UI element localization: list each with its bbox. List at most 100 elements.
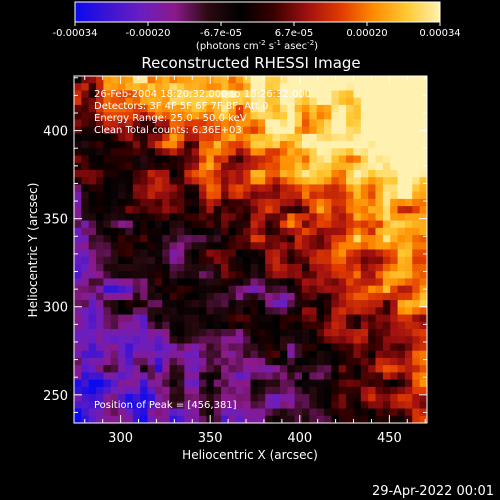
heatmap-cell xyxy=(206,329,215,337)
heatmap-cell xyxy=(243,249,252,258)
heatmap-cell xyxy=(221,350,230,359)
heatmap-cell xyxy=(81,285,90,294)
heatmap-cell xyxy=(279,213,288,222)
heatmap-cell xyxy=(118,242,127,251)
heatmap-cell xyxy=(397,329,406,337)
heatmap-cell xyxy=(184,90,193,99)
heatmap-cell xyxy=(96,184,105,193)
heatmap-cell xyxy=(96,213,105,222)
heatmap-cell xyxy=(250,133,259,142)
heatmap-cell xyxy=(324,394,332,402)
heatmap-cell xyxy=(81,321,90,330)
heatmap-cell xyxy=(88,206,97,214)
heatmap-cell xyxy=(375,408,384,417)
heatmap-cell xyxy=(228,379,237,388)
heatmap-cell xyxy=(346,386,355,395)
heatmap-cell xyxy=(110,343,119,352)
heatmap-cell xyxy=(132,235,141,243)
heatmap-cell xyxy=(81,90,90,99)
heatmap-cell xyxy=(390,285,399,294)
heatmap-cell xyxy=(81,104,90,113)
heatmap-cell xyxy=(324,206,332,214)
heatmap-cell xyxy=(228,198,237,207)
heatmap-cell xyxy=(176,415,185,423)
heatmap-cell xyxy=(88,357,97,366)
heatmap-cell xyxy=(125,104,134,113)
heatmap-cell xyxy=(331,112,340,120)
heatmap-cell xyxy=(309,235,318,243)
heatmap-cell xyxy=(331,329,340,337)
heatmap-cell xyxy=(81,394,90,402)
heatmap-cell xyxy=(294,292,303,301)
heatmap-cell xyxy=(375,321,384,330)
heatmap-cell xyxy=(125,227,134,236)
heatmap-cell xyxy=(154,336,163,345)
heatmap-cell xyxy=(412,256,421,265)
x-tick-label: 400 xyxy=(287,431,312,446)
heatmap-cell xyxy=(191,191,200,200)
heatmap-cell xyxy=(265,97,274,106)
heatmap-cell xyxy=(309,169,318,178)
heatmap-cell xyxy=(257,184,266,193)
heatmap-cell xyxy=(191,148,200,157)
heatmap-cell xyxy=(154,314,163,323)
heatmap-cell xyxy=(206,256,215,265)
heatmap-cell xyxy=(74,155,82,164)
heatmap-cell xyxy=(243,357,252,366)
heatmap-cell xyxy=(316,177,325,186)
heatmap-cell xyxy=(235,263,244,272)
heatmap-cell xyxy=(346,379,355,388)
heatmap-cell xyxy=(228,126,237,135)
heatmap-cell xyxy=(419,350,427,359)
heatmap-cell xyxy=(162,314,171,323)
heatmap-cell xyxy=(279,300,288,308)
heatmap-cell xyxy=(243,198,252,207)
heatmap-cell xyxy=(331,104,340,113)
heatmap-cell xyxy=(338,292,347,301)
heatmap-cell xyxy=(191,169,200,178)
heatmap-cell xyxy=(338,415,347,423)
heatmap-cell xyxy=(309,97,318,106)
heatmap-cell xyxy=(154,112,163,120)
heatmap-cell xyxy=(206,112,215,120)
heatmap-cell xyxy=(221,242,230,251)
heatmap-cell xyxy=(272,112,281,120)
heatmap-cell xyxy=(213,292,222,301)
heatmap-cell xyxy=(125,386,134,395)
heatmap-cell xyxy=(360,271,369,280)
heatmap-cell xyxy=(412,314,421,323)
heatmap-cell xyxy=(412,169,421,178)
heatmap-cell xyxy=(147,133,156,142)
heatmap-cell xyxy=(132,292,141,301)
heatmap-cell xyxy=(265,104,274,113)
heatmap-cell xyxy=(368,292,377,301)
heatmap-cell xyxy=(221,112,230,120)
heatmap-cell xyxy=(419,227,427,236)
heatmap-cell xyxy=(250,343,259,352)
heatmap-cell xyxy=(257,292,266,301)
heatmap-cell xyxy=(250,249,259,258)
heatmap-cell xyxy=(125,357,134,366)
heatmap-cell xyxy=(132,285,141,294)
heatmap-cell xyxy=(221,235,230,243)
heatmap-cell xyxy=(324,401,332,410)
heatmap-cell xyxy=(316,343,325,352)
heatmap-cell xyxy=(96,227,105,236)
heatmap-cell xyxy=(228,350,237,359)
heatmap-cell xyxy=(360,235,369,243)
heatmap-cell xyxy=(184,314,193,323)
heatmap-cell xyxy=(272,278,281,287)
heatmap-cell xyxy=(125,126,134,135)
heatmap-cell xyxy=(265,357,274,366)
heatmap-cell xyxy=(360,350,369,359)
heatmap-cell xyxy=(382,177,391,186)
heatmap-cell xyxy=(118,372,127,381)
heatmap-cell xyxy=(301,365,310,373)
heatmap-cell xyxy=(228,184,237,193)
heatmap-cell xyxy=(103,263,112,272)
heatmap-cell xyxy=(382,379,391,388)
heatmap-cell xyxy=(338,133,347,142)
heatmap-cell xyxy=(176,162,185,171)
heatmap-cell xyxy=(257,97,266,106)
heatmap-cell xyxy=(132,169,141,178)
